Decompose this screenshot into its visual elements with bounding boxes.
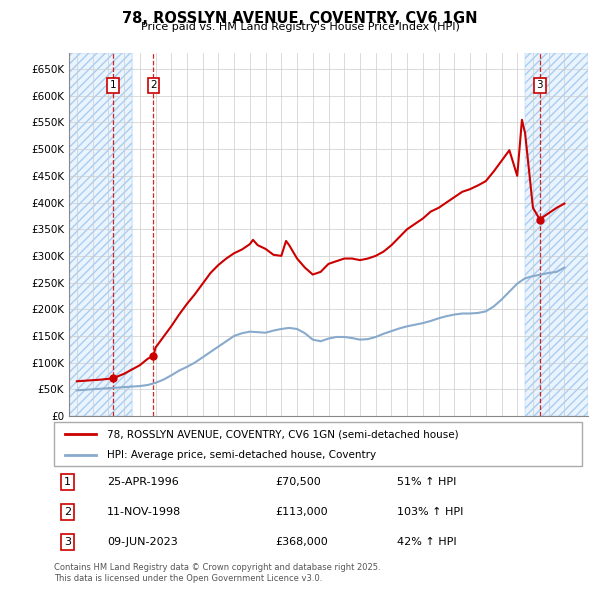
Text: £70,500: £70,500 (276, 477, 322, 487)
Text: £113,000: £113,000 (276, 507, 328, 517)
Text: 2: 2 (64, 507, 71, 517)
Text: 103% ↑ HPI: 103% ↑ HPI (397, 507, 464, 517)
Text: 3: 3 (64, 537, 71, 547)
Text: 2: 2 (150, 80, 157, 90)
Text: 11-NOV-1998: 11-NOV-1998 (107, 507, 181, 517)
Text: £368,000: £368,000 (276, 537, 329, 547)
Text: 51% ↑ HPI: 51% ↑ HPI (397, 477, 457, 487)
Text: 25-APR-1996: 25-APR-1996 (107, 477, 179, 487)
Bar (69, 53, 132, 416)
Text: 42% ↑ HPI: 42% ↑ HPI (397, 537, 457, 547)
Bar (525, 53, 588, 416)
Bar (69, 53, 132, 416)
FancyBboxPatch shape (54, 422, 582, 466)
Text: HPI: Average price, semi-detached house, Coventry: HPI: Average price, semi-detached house,… (107, 450, 376, 460)
Text: 78, ROSSLYN AVENUE, COVENTRY, CV6 1GN (semi-detached house): 78, ROSSLYN AVENUE, COVENTRY, CV6 1GN (s… (107, 430, 458, 439)
Text: 1: 1 (110, 80, 116, 90)
Text: 3: 3 (536, 80, 543, 90)
Text: Price paid vs. HM Land Registry's House Price Index (HPI): Price paid vs. HM Land Registry's House … (140, 22, 460, 32)
Text: 1: 1 (64, 477, 71, 487)
Bar (525, 53, 588, 416)
Text: 09-JUN-2023: 09-JUN-2023 (107, 537, 178, 547)
Text: 78, ROSSLYN AVENUE, COVENTRY, CV6 1GN: 78, ROSSLYN AVENUE, COVENTRY, CV6 1GN (122, 11, 478, 25)
Text: Contains HM Land Registry data © Crown copyright and database right 2025.
This d: Contains HM Land Registry data © Crown c… (54, 563, 380, 583)
